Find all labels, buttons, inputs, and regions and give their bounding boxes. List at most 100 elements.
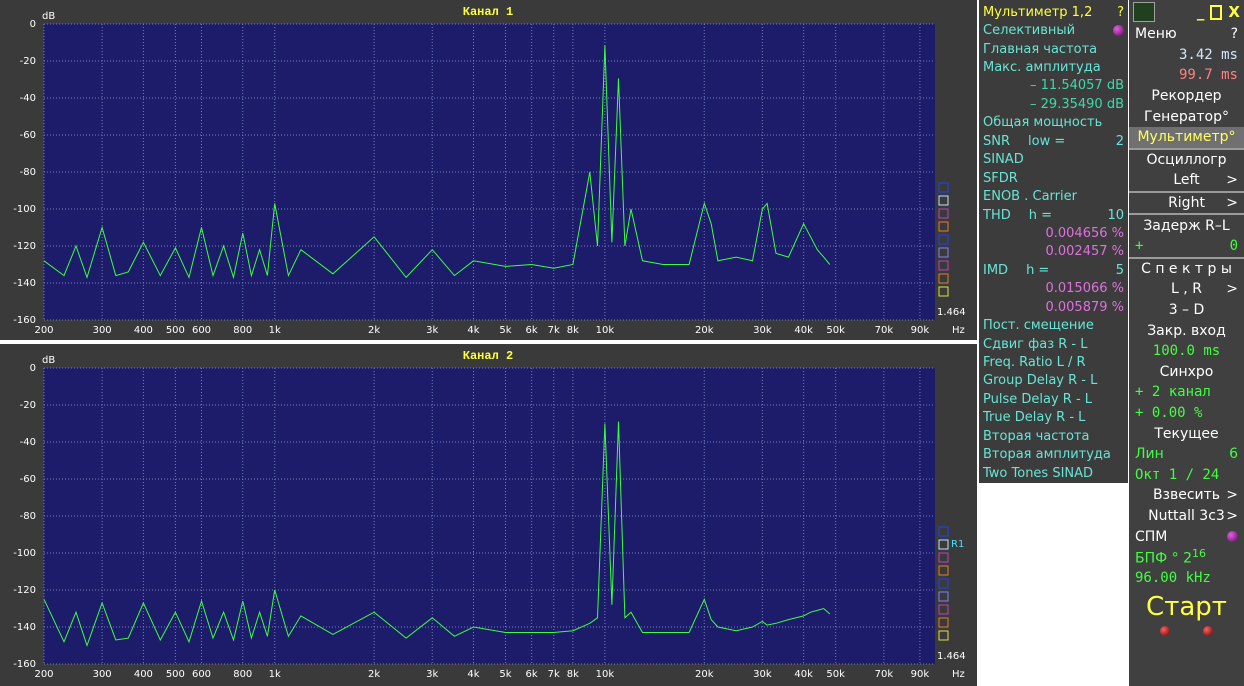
y-axis-label: dB <box>42 11 55 22</box>
menu-item-label: L , R <box>1171 281 1202 298</box>
measurement-row[interactable]: Pulse Delay R - L <box>983 390 1124 408</box>
measurement-row[interactable]: 0.004656 % <box>983 224 1124 242</box>
menu-item[interactable]: + 0.00 % <box>1129 403 1244 424</box>
panel-title: Мультиметр 1,2 <box>983 4 1093 20</box>
legend-box <box>938 286 949 297</box>
toggle-dot[interactable] <box>1113 25 1124 37</box>
measurement-row[interactable]: SNR low = 2 <box>983 132 1124 150</box>
x-tick-label: 400 <box>134 669 153 680</box>
legend-box <box>938 247 949 258</box>
legend-box <box>938 617 949 628</box>
measurement-row[interactable]: True Delay R - L <box>983 409 1124 427</box>
menu-item[interactable]: Nuttall 3c3 > <box>1129 506 1244 527</box>
y-axis-label: dB <box>42 355 55 366</box>
legend-box <box>938 604 949 615</box>
menu-item[interactable]: L , R > <box>1129 279 1244 300</box>
measurement-row[interactable]: Главная частота <box>983 40 1124 58</box>
menu-item-label: БПФ ° 216 <box>1135 547 1206 567</box>
x-axis-label: Hz <box>952 325 965 336</box>
menu-item[interactable]: 100.0 ms <box>1129 341 1244 362</box>
menu-item[interactable]: 3 – D <box>1129 300 1244 321</box>
y-tick-label: -80 <box>20 167 36 178</box>
menu-item[interactable]: Текущее <box>1129 423 1244 444</box>
menu-item[interactable]: 99.7 ms <box>1129 65 1244 86</box>
measurement-row[interactable]: Freq. Ratio L / R <box>983 353 1124 371</box>
menu-item[interactable]: 3.42 ms <box>1129 45 1244 66</box>
menu-item-label: 100.0 ms <box>1152 343 1221 360</box>
y-tick-label: -20 <box>20 400 36 411</box>
measurement-row[interactable]: SINAD <box>983 151 1124 169</box>
measurement-row[interactable]: Селективный <box>983 21 1124 39</box>
menu-item-label: 99.7 ms <box>1178 67 1238 84</box>
x-tick-label: 6k <box>526 669 538 680</box>
menu-item[interactable]: Right > <box>1129 193 1244 214</box>
x-tick-label: 5k <box>499 669 511 680</box>
measurement-row[interactable]: ENOB . Carrier <box>983 187 1124 205</box>
menu-item[interactable]: Синхро <box>1129 362 1244 383</box>
menu-item[interactable]: 96.00 kHz <box>1129 567 1244 588</box>
menu-item[interactable]: Закр. вход <box>1129 320 1244 341</box>
measurement-row[interactable]: 0.005879 % <box>983 298 1124 316</box>
measurement-row[interactable]: Макс. амплитуда <box>983 58 1124 76</box>
measurement-row[interactable]: Пост. смещение <box>983 316 1124 334</box>
marker-label: R1 <box>951 539 964 550</box>
y-tick-label: -60 <box>20 474 36 485</box>
measurement-label: Freq. Ratio L / R <box>983 355 1086 371</box>
menu-item[interactable]: БПФ ° 216 <box>1129 547 1244 568</box>
measurement-row[interactable]: Общая мощность <box>983 114 1124 132</box>
menu-panel: _ X Меню? 3.42 ms 99.7 ms Рекордер Генератор° М… <box>1129 0 1244 686</box>
menu-item[interactable]: Старт <box>1129 588 1244 626</box>
measurement-row[interactable]: 0.002457 % <box>983 243 1124 261</box>
menu-item[interactable]: Генератор° <box>1129 106 1244 127</box>
menu-item[interactable]: Рекордер <box>1129 86 1244 107</box>
measurement-param: h = <box>1026 262 1050 278</box>
maximize-button[interactable] <box>1210 4 1223 20</box>
measurement-row[interactable]: IMD h = 5 <box>983 261 1124 279</box>
menu-item-value: ? <box>1230 26 1238 43</box>
led <box>1203 626 1214 637</box>
toggle-dot[interactable] <box>1227 531 1238 543</box>
x-tick-label: 800 <box>233 325 252 336</box>
menu-item[interactable]: + 2 канал <box>1129 382 1244 403</box>
measurement-label: ENOB . Carrier <box>983 189 1077 205</box>
measurement-row[interactable]: Two Tones SINAD <box>983 464 1124 482</box>
x-tick-label: 3k <box>426 669 438 680</box>
menu-item[interactable]: СПМ <box>1129 526 1244 547</box>
y-tick-label: -40 <box>20 93 36 104</box>
measurement-row[interactable]: Group Delay R - L <box>983 372 1124 390</box>
measurement-row[interactable]: Вторая амплитуда <box>983 446 1124 464</box>
menu-item[interactable]: Мультиметр° <box>1129 126 1244 148</box>
measurement-row[interactable]: – 29.35490 dB <box>983 95 1124 113</box>
measurement-row[interactable]: – 11.54057 dB <box>983 77 1124 95</box>
measurement-label: Group Delay R - L <box>983 373 1098 389</box>
y-tick-label: -160 <box>13 315 36 326</box>
measurement-row[interactable]: 0.015066 % <box>983 280 1124 298</box>
measurement-label: – 29.35490 dB <box>1030 96 1124 112</box>
measurement-row[interactable]: Вторая частота <box>983 427 1124 445</box>
y-tick-label: -60 <box>20 130 36 141</box>
menu-item[interactable]: Взвесить > <box>1129 485 1244 506</box>
menu-item[interactable]: С п е к т р ы <box>1129 259 1244 280</box>
x-tick-label: 500 <box>166 325 185 336</box>
x-tick-label: 500 <box>166 669 185 680</box>
menu-item[interactable]: Меню? <box>1129 24 1244 45</box>
x-tick-label: 400 <box>134 325 153 336</box>
x-tick-label: 90k <box>911 669 930 680</box>
x-tick-label: 3k <box>426 325 438 336</box>
help-button[interactable]: ? <box>1117 4 1124 20</box>
menu-item[interactable]: +0 <box>1129 236 1244 257</box>
menu-item-label: Nuttall 3c3 <box>1148 507 1225 524</box>
x-tick-label: 70k <box>875 325 894 336</box>
measurement-row[interactable]: SFDR <box>983 169 1124 187</box>
menu-item[interactable]: Окт 1 / 24 <box>1129 464 1244 485</box>
measurement-row[interactable]: Сдвиг фаз R - L <box>983 335 1124 353</box>
legend-box <box>938 591 949 602</box>
minimize-button[interactable]: _ <box>1196 3 1205 21</box>
menu-item[interactable]: Осциллогр <box>1129 150 1244 171</box>
menu-item[interactable]: Задерж R–L <box>1129 215 1244 236</box>
measurement-row[interactable]: THD h = 10 <box>983 206 1124 224</box>
menu-item[interactable]: Left > <box>1129 170 1244 191</box>
close-button[interactable]: X <box>1228 3 1240 21</box>
legend-box <box>938 552 949 563</box>
menu-item[interactable]: Лин 6 <box>1129 444 1244 465</box>
